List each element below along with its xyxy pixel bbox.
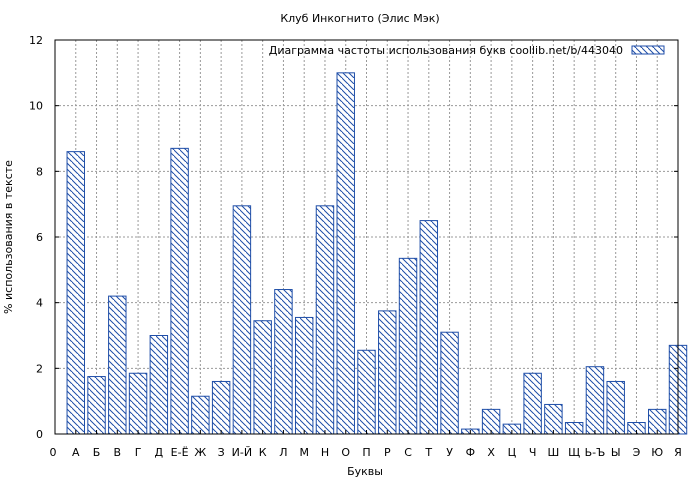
y-tick-label: 4 bbox=[36, 297, 43, 310]
y-tick-label: 0 bbox=[36, 428, 43, 441]
chart-title: Клуб Инкогнито (Элис Мэк) bbox=[280, 12, 439, 25]
x-tick-label: О bbox=[341, 446, 350, 459]
x-tick-label: В bbox=[114, 446, 122, 459]
y-tick-label: 2 bbox=[36, 362, 43, 375]
x-tick-label: Д bbox=[155, 446, 164, 459]
x-tick-label: А bbox=[72, 446, 80, 459]
x-tick-label: Б bbox=[93, 446, 101, 459]
x-tick-label: И-Й bbox=[232, 446, 252, 459]
y-tick-label: 8 bbox=[36, 165, 43, 178]
y-tick-label: 12 bbox=[29, 34, 43, 47]
x-tick-label: Н bbox=[321, 446, 329, 459]
bar-А bbox=[66, 151, 85, 435]
y-axis-title: % использования в тексте bbox=[2, 160, 15, 314]
y-tick-label: 6 bbox=[36, 231, 43, 244]
x-tick-label: Я bbox=[674, 446, 682, 459]
x-tick-label: Р bbox=[384, 446, 391, 459]
legend: Диаграмма частоты использования букв coo… bbox=[269, 44, 665, 57]
bar-Ж bbox=[191, 395, 210, 435]
bar-И-Й bbox=[232, 205, 252, 435]
x-tick-label: Г bbox=[135, 446, 142, 459]
bar-В bbox=[108, 295, 127, 435]
bar-Т bbox=[419, 220, 439, 435]
bar-Д bbox=[149, 335, 169, 435]
bar-Ш bbox=[544, 403, 563, 435]
x-tick-label: Х bbox=[487, 446, 495, 459]
legend-swatch bbox=[631, 45, 665, 55]
x-tick-label: Щ bbox=[568, 446, 580, 459]
bar-М bbox=[294, 316, 314, 435]
x-tick-label: Ф bbox=[466, 446, 475, 459]
bar-Г bbox=[128, 372, 148, 435]
x-tick-label: Ч bbox=[529, 446, 537, 459]
x-tick-label: Ц bbox=[508, 446, 517, 459]
x-tick-label: З bbox=[218, 446, 225, 459]
x-tick-label: Ь-Ъ bbox=[585, 446, 606, 459]
y-tick-label: 10 bbox=[29, 100, 43, 113]
legend-label: Диаграмма частоты использования букв coo… bbox=[269, 44, 623, 57]
bar-Ь-Ъ bbox=[585, 366, 605, 435]
x-tick-label: 0 bbox=[50, 446, 57, 459]
x-tick-label: С bbox=[404, 446, 412, 459]
bar-Р bbox=[378, 310, 397, 435]
x-tick-label: К bbox=[259, 446, 267, 459]
x-tick-label: П bbox=[362, 446, 370, 459]
bar-Е-Ё bbox=[170, 147, 189, 435]
bars bbox=[66, 72, 688, 435]
x-tick-label: Ш bbox=[548, 446, 560, 459]
bar-С bbox=[398, 257, 418, 435]
y-axis: 0 2 4 6 8 10 12 bbox=[29, 34, 678, 441]
bar-З bbox=[211, 380, 231, 435]
bar-Л bbox=[274, 289, 293, 435]
x-axis: 0 А Б В Г Д Е-Ё Ж З И-Й К Л М Н О П Р С Т У Ф Х Ц Ч Ш Щ Ь-Ъ Ы Э Ю Я bbox=[50, 430, 682, 459]
x-tick-label: Ж bbox=[194, 446, 206, 459]
bar-Б bbox=[87, 376, 106, 435]
x-tick-label: М bbox=[299, 446, 309, 459]
x-tick-label: Л bbox=[279, 446, 287, 459]
x-tick-label: Э bbox=[633, 446, 641, 459]
x-tick-label: Т bbox=[424, 446, 432, 459]
bar-У bbox=[440, 331, 459, 435]
bar-Ч bbox=[523, 372, 542, 435]
bar-Ы bbox=[606, 380, 625, 435]
x-axis-title: Буквы bbox=[347, 465, 383, 478]
x-tick-label: Ю bbox=[651, 446, 663, 459]
x-tick-label: Е-Ё bbox=[171, 446, 189, 459]
bar-О bbox=[336, 72, 355, 435]
bar-К bbox=[253, 320, 272, 435]
x-tick-label: У bbox=[446, 446, 453, 459]
x-tick-label: Ы bbox=[611, 446, 621, 459]
bar-П bbox=[357, 349, 376, 435]
bar-Н bbox=[315, 205, 335, 435]
